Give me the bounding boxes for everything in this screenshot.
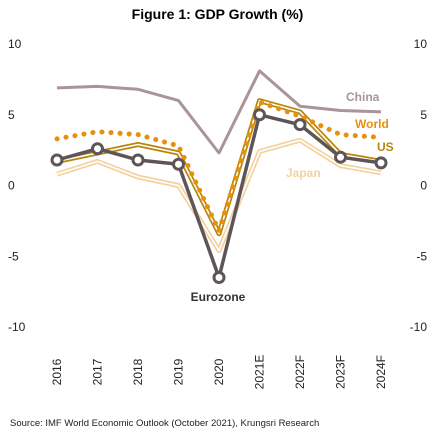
series-point-eurozone-2022F xyxy=(293,118,307,132)
y-tick-right-10: 10 xyxy=(414,37,428,51)
series-line-inner-japan xyxy=(56,139,382,252)
y-tick-right--10: -10 xyxy=(410,320,428,334)
series-line-inner-us xyxy=(56,99,382,235)
series-point-eurozone-2023F xyxy=(334,150,347,164)
y-tick-left-10: 10 xyxy=(8,37,22,51)
y-tick-left-5: 5 xyxy=(8,108,15,122)
x-tick-2022F: 2022F xyxy=(293,355,307,389)
x-tick-2021E: 2021E xyxy=(253,355,267,390)
y-tick-right-5: 5 xyxy=(420,108,427,122)
y-tick-right-0: 0 xyxy=(420,179,427,193)
x-tick-2019: 2019 xyxy=(172,358,186,385)
series-label-world: World xyxy=(355,117,389,131)
series-point-eurozone-2016 xyxy=(50,153,64,167)
x-tick-2018: 2018 xyxy=(131,358,145,385)
x-tick-2023F: 2023F xyxy=(334,355,348,389)
series-point-eurozone-2019 xyxy=(172,157,185,171)
series-point-eurozone-2021E xyxy=(253,108,266,122)
source-note: Source: IMF World Economic Outlook (Octo… xyxy=(10,418,320,429)
series-point-eurozone-2024F xyxy=(374,156,388,170)
series-point-eurozone-2018 xyxy=(131,153,145,167)
series-label-us: US xyxy=(377,140,394,154)
x-tick-2024F: 2024F xyxy=(374,355,388,389)
series-label-eurozone: Eurozone xyxy=(191,290,246,304)
chart-title: Figure 1: GDP Growth (%) xyxy=(131,6,304,22)
series-label-china: China xyxy=(346,90,380,104)
series-point-eurozone-2017 xyxy=(91,142,104,156)
y-tick-right--5: -5 xyxy=(416,249,427,263)
series-point-eurozone-2020 xyxy=(212,270,226,284)
series-label-japan: Japan xyxy=(286,166,321,180)
y-tick-left--5: -5 xyxy=(8,249,19,263)
series-line-world xyxy=(54,98,384,238)
x-tick-2020: 2020 xyxy=(212,358,226,385)
y-tick-left-0: 0 xyxy=(8,179,15,193)
y-tick-left--10: -10 xyxy=(8,320,26,334)
x-tick-2017: 2017 xyxy=(91,358,105,385)
series-line-china xyxy=(56,69,382,155)
x-tick-2016: 2016 xyxy=(50,358,64,385)
